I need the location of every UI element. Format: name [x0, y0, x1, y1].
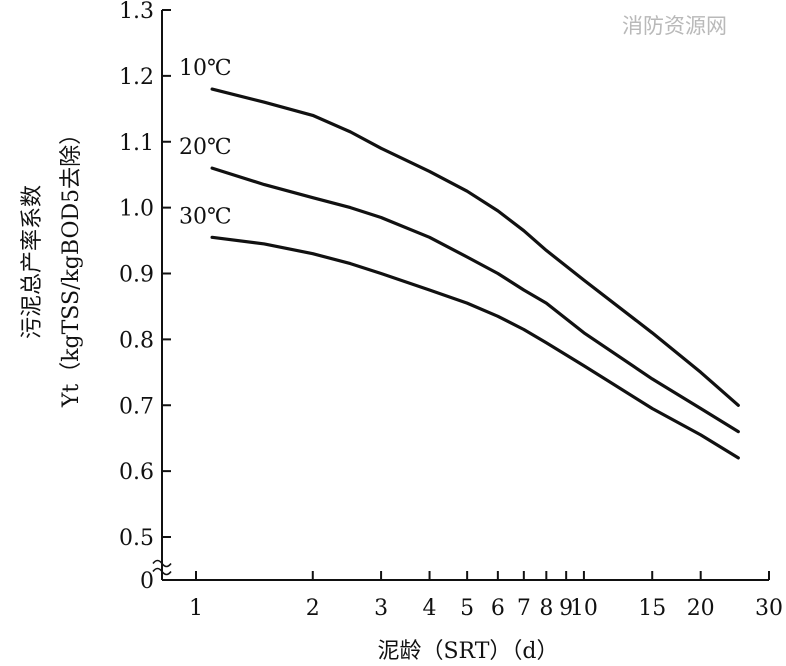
y-axis-title-line1: 污泥总产率系数: [20, 185, 45, 339]
series-label-0: 10℃: [179, 56, 232, 81]
x-tick-label: 20: [687, 596, 715, 621]
x-axis-title: 泥龄（SRT）（d）: [377, 639, 558, 664]
x-tick-label: 10: [570, 596, 598, 621]
y-tick-label: 0.6: [119, 460, 154, 485]
y-axis-title-line2: Yt（kgTSS/kgBOD5去除）: [59, 123, 84, 408]
series-line-0: [210, 87, 740, 407]
series-label-2: 30℃: [179, 204, 232, 229]
chart-curves: [210, 87, 740, 460]
series-label-1: 20℃: [179, 135, 232, 160]
y-tick-label: 1.3: [119, 0, 154, 24]
x-tick-label: 4: [423, 596, 437, 621]
y-tick-label: 0.5: [119, 526, 154, 551]
x-tick-label: 30: [755, 596, 783, 621]
x-tick-label: 2: [306, 596, 320, 621]
y-axis-break-mark: [152, 559, 172, 568]
x-tick-label: 6: [491, 596, 505, 621]
y-tick-label: 1.1: [119, 131, 154, 156]
y-tick-label: 0.9: [119, 263, 154, 288]
y-tick-label: 0: [140, 569, 154, 594]
y-tick-label: 0.7: [119, 394, 154, 419]
x-tick-label: 7: [517, 596, 531, 621]
x-tick-label: 9: [559, 596, 573, 621]
series-line-2: [210, 235, 740, 460]
y-tick-label: 0.8: [119, 328, 154, 353]
x-tick-label: 3: [374, 596, 388, 621]
chart-axes: 0 0.5 0.6 0.7 0.8 0.9 1.0 1.1 1.2 1.3 1 2 3 4 5 6 7 8 910 1…: [119, 0, 783, 621]
y-axis-title: 污泥总产率系数 Yt（kgTSS/kgBOD5去除）: [20, 123, 84, 408]
y-tick-label: 1.0: [119, 197, 154, 222]
chart-labels: 10℃ 20℃ 30℃: [179, 56, 232, 229]
x-tick-label: 15: [638, 596, 666, 621]
watermark: 消防资源网: [622, 14, 727, 38]
series-line-1: [210, 166, 740, 434]
x-tick-label: 5: [460, 596, 474, 621]
x-tick-label: 8: [539, 596, 553, 621]
x-tick-label: 1: [189, 596, 203, 621]
y-axis-break-mark: [152, 567, 172, 576]
y-tick-label: 1.2: [119, 65, 154, 90]
